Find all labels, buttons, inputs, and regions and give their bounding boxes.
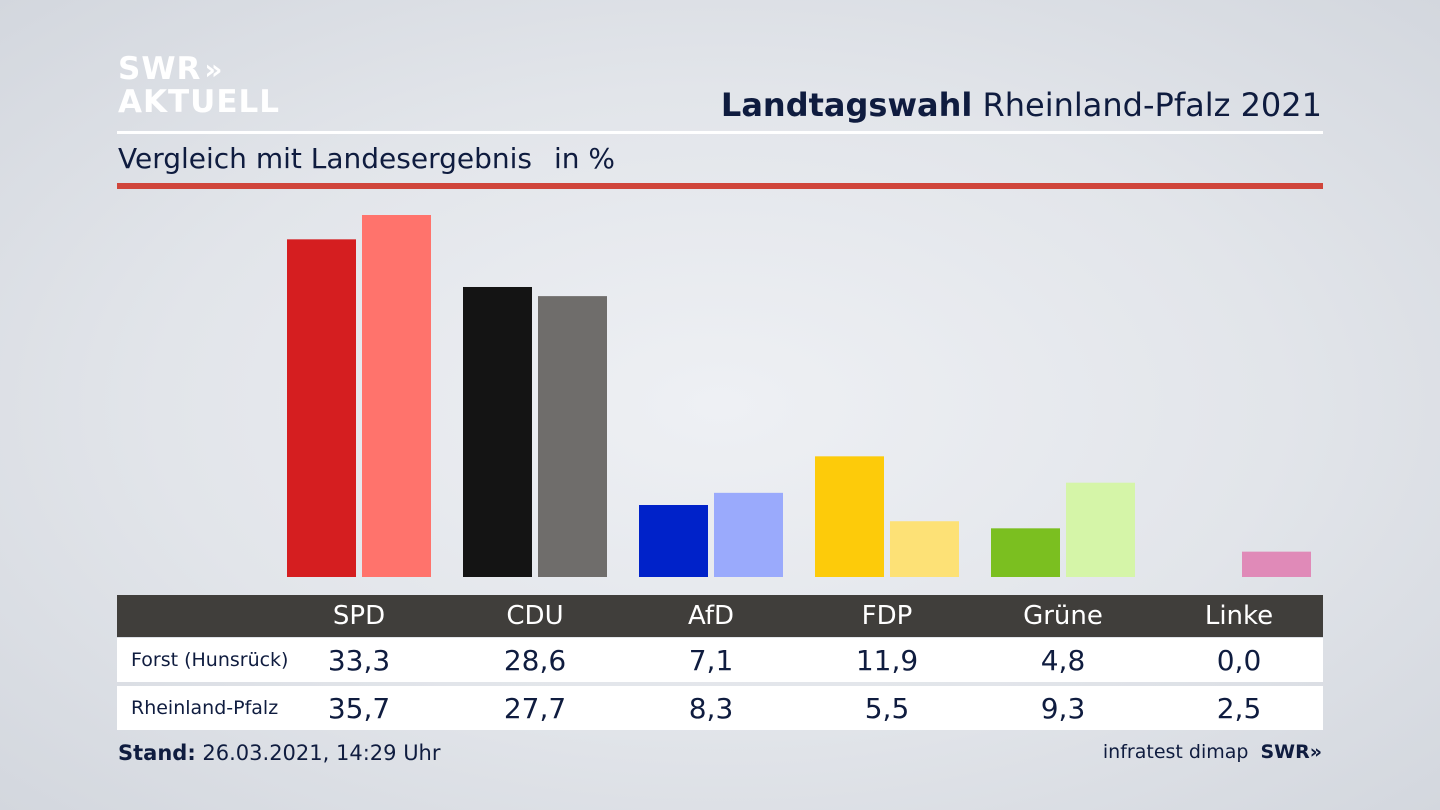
source-credit: infratest dimap SWR» — [1103, 741, 1322, 763]
value-cell: 11,9 — [855, 643, 919, 677]
bar-afd-series2 — [714, 492, 783, 577]
bar-linke-series2 — [1242, 551, 1311, 577]
bar-afd-series1 — [639, 505, 708, 577]
value-cell: 35,7 — [327, 691, 391, 725]
value-cell: 33,3 — [327, 643, 391, 677]
column-header: FDP — [861, 601, 913, 631]
table-row: Forst (Hunsrück) 33,3 28,6 7,1 11,9 4,8 0,0 — [117, 638, 1323, 682]
column-header: SPD — [332, 601, 386, 631]
unit-label: in % — [553, 142, 616, 175]
column-header: AfD — [687, 601, 735, 631]
accent-divider — [117, 183, 1323, 189]
value-cell: 7,1 — [688, 643, 734, 677]
value-cell: 4,8 — [1040, 643, 1086, 677]
value-cell: 27,7 — [503, 691, 567, 725]
source-text: infratest dimap — [1102, 741, 1249, 763]
swr-logo-small: SWR» — [1260, 741, 1322, 763]
bar-fdp-series2 — [890, 521, 959, 577]
row-label: Rheinland-Pfalz — [131, 697, 279, 719]
header-divider — [117, 131, 1323, 134]
swr-aktuell-logo: SWR» AKTUELL — [118, 54, 280, 118]
logo-line1: SWR — [118, 51, 202, 87]
timestamp: Stand: 26.03.2021, 14:29 Uhr — [118, 741, 441, 765]
table-row: Rheinland-Pfalz 35,7 27,7 8,3 5,5 9,3 2,5 — [117, 686, 1323, 730]
chart-subtitle: Vergleich mit Landesergebnis in % — [118, 142, 615, 175]
bar-cdu-series1 — [463, 286, 532, 577]
bar-spd-series1 — [287, 239, 356, 578]
stand-value: 26.03.2021, 14:29 Uhr — [202, 741, 441, 765]
stand-label: Stand: — [118, 741, 196, 765]
subtitle-text: Vergleich mit Landesergebnis — [118, 142, 532, 175]
column-header: CDU — [506, 601, 564, 631]
value-cell: 2,5 — [1216, 691, 1262, 725]
row-label: Forst (Hunsrück) — [131, 649, 289, 671]
logo-line2: AKTUELL — [118, 84, 281, 120]
bar-grne-series1 — [991, 528, 1060, 577]
column-header: Linke — [1204, 601, 1274, 631]
bar-spd-series2 — [362, 215, 431, 577]
bar-cdu-series2 — [538, 296, 607, 577]
value-cell: 8,3 — [688, 691, 734, 725]
value-cell: 5,5 — [864, 691, 910, 725]
value-cell: 28,6 — [503, 643, 567, 677]
table-header: SPD CDU AfD FDP Grüne Linke — [117, 595, 1323, 637]
bar-fdp-series1 — [815, 456, 884, 577]
title-bold: Landtagswahl — [720, 86, 973, 124]
value-cell: 9,3 — [1040, 691, 1086, 725]
title-rest: Rheinland-Pfalz 2021 — [982, 86, 1322, 124]
page-title: Landtagswahl Rheinland-Pfalz 2021 — [721, 86, 1322, 124]
column-header: Grüne — [1023, 601, 1103, 631]
bar-grne-series2 — [1066, 482, 1135, 577]
value-cell: 0,0 — [1216, 643, 1262, 677]
